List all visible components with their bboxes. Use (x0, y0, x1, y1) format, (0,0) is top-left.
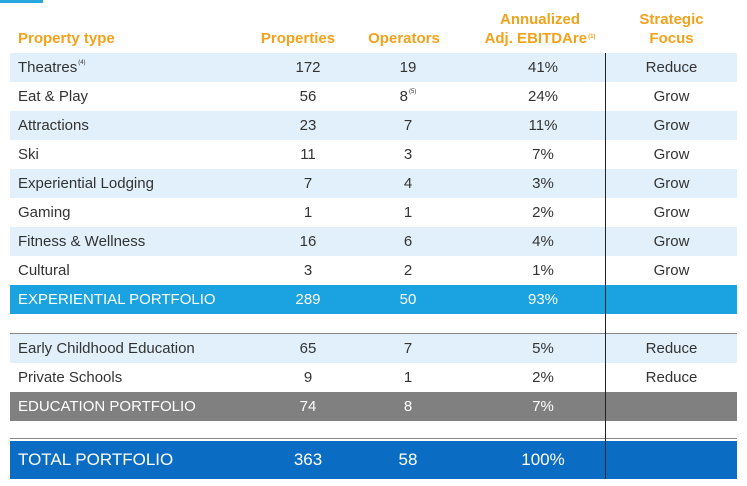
property-type-cell: Ski (18, 146, 39, 163)
table-row: Ski 11 3 7% Grow (10, 140, 737, 169)
table-row: Gaming 1 1 2% Grow (10, 198, 737, 227)
ebitda-cell: 100% (521, 450, 565, 469)
focus-column-divider (605, 53, 606, 479)
table-row: Theatres (4) 172 19 41% Reduce (10, 53, 737, 82)
focus-cell: Grow (653, 117, 690, 134)
focus-cell: Reduce (645, 340, 698, 357)
properties-cell: 65 (299, 340, 317, 357)
table-row: Fitness & Wellness 16 6 4% Grow (10, 227, 737, 256)
table-row: Early Childhood Education 65 7 5% Reduce (10, 334, 737, 363)
operators-cell: 19 (399, 59, 417, 76)
properties-cell: 3 (303, 262, 313, 279)
ebitda-cell: 1% (532, 262, 554, 279)
properties-cell: 9 (303, 369, 313, 386)
property-type-cell: Cultural (18, 262, 70, 279)
properties-cell: 172 (295, 59, 321, 76)
header-property-type: Property type (18, 30, 115, 47)
properties-cell: 363 (293, 450, 323, 469)
property-type-cell: EXPERIENTIAL PORTFOLIO (18, 291, 216, 308)
operators-cell: 1 (403, 204, 413, 221)
table-row: Private Schools 9 1 2% Reduce (10, 363, 737, 392)
operators-cell: 8 (5) (399, 88, 417, 105)
properties-cell: 56 (299, 88, 317, 105)
property-type-cell: TOTAL PORTFOLIO (18, 450, 174, 469)
header-ebitda: Annualized Adj. EBITDAre(1) (470, 10, 610, 52)
header-focus-line1: Strategic (639, 11, 704, 28)
section-divider (10, 333, 737, 334)
ebitda-cell: 2% (532, 369, 554, 386)
operators-cell: 50 (399, 291, 417, 308)
footnote-5: (5) (409, 88, 417, 95)
property-type-cell: Experiential Lodging (18, 175, 154, 192)
focus-cell: Grow (653, 88, 690, 105)
property-type-cell: Theatres (4) (18, 59, 86, 76)
properties-cell: 11 (300, 146, 316, 163)
property-type-cell: Gaming (18, 204, 71, 221)
ebitda-cell: 24% (527, 88, 559, 105)
ebitda-cell: 3% (532, 175, 554, 192)
header-properties: Properties (260, 30, 336, 47)
table-row: Cultural 3 2 1% Grow (10, 256, 737, 285)
header-ebitda-line1: Annualized (499, 11, 580, 28)
ebitda-cell: 7% (532, 146, 554, 163)
operators-cell: 6 (403, 233, 413, 250)
property-type-cell: Eat & Play (18, 88, 89, 105)
focus-cell: Grow (653, 233, 690, 250)
ebitda-cell: 11% (528, 117, 558, 134)
focus-cell: Reduce (645, 59, 698, 76)
header-focus-line2: Focus (649, 30, 694, 47)
footnote-1: (1) (588, 34, 596, 40)
operators-cell: 7 (403, 340, 413, 357)
properties-cell: 16 (299, 233, 317, 250)
focus-cell: Grow (653, 146, 690, 163)
operators-cell: 7 (403, 117, 413, 134)
properties-cell: 74 (299, 398, 317, 415)
focus-cell: Grow (653, 204, 690, 221)
focus-cell: Reduce (645, 369, 698, 386)
property-type-cell: Fitness & Wellness (18, 233, 146, 250)
header-strategic-focus: Strategic Focus (606, 10, 737, 48)
properties-cell: 23 (299, 117, 317, 134)
property-type-cell: Early Childhood Education (18, 340, 195, 357)
table-row: Experiential Lodging 7 4 3% Grow (10, 169, 737, 198)
operators-cell: 1 (403, 369, 413, 386)
ebitda-cell: 41% (527, 59, 559, 76)
ebitda-cell: 7% (532, 398, 554, 415)
operators-cell: 58 (398, 450, 418, 469)
focus-cell: Grow (653, 262, 690, 279)
table-row: Attractions 23 7 11% Grow (10, 111, 737, 140)
ebitda-cell: 93% (527, 291, 559, 308)
footnote-4: (4) (78, 59, 86, 66)
operators-cell: 3 (403, 146, 413, 163)
education-portfolio-row: EDUCATION PORTFOLIO 74 8 7% (10, 392, 737, 421)
property-type-cell: Attractions (18, 117, 89, 134)
property-type-cell: Private Schools (18, 369, 123, 386)
section-divider (10, 438, 737, 439)
header-ebitda-line2: Adj. EBITDAre(1) (484, 30, 596, 47)
properties-cell: 1 (303, 204, 313, 221)
top-accent-line (0, 0, 43, 3)
header-operators: Operators (368, 30, 440, 47)
experiential-portfolio-row: EXPERIENTIAL PORTFOLIO 289 50 93% (10, 285, 737, 314)
ebitda-cell: 4% (532, 233, 554, 250)
operators-cell: 2 (403, 262, 413, 279)
ebitda-cell: 2% (532, 204, 554, 221)
properties-cell: 289 (295, 291, 321, 308)
total-portfolio-row: TOTAL PORTFOLIO 363 58 100% (10, 441, 737, 479)
ebitda-cell: 5% (532, 340, 554, 357)
operators-cell: 8 (403, 398, 413, 415)
focus-cell: Grow (653, 175, 690, 192)
properties-cell: 7 (303, 175, 313, 192)
operators-cell: 4 (403, 175, 413, 192)
table-row: Eat & Play 56 8 (5) 24% Grow (10, 82, 737, 111)
property-type-cell: EDUCATION PORTFOLIO (18, 398, 196, 415)
